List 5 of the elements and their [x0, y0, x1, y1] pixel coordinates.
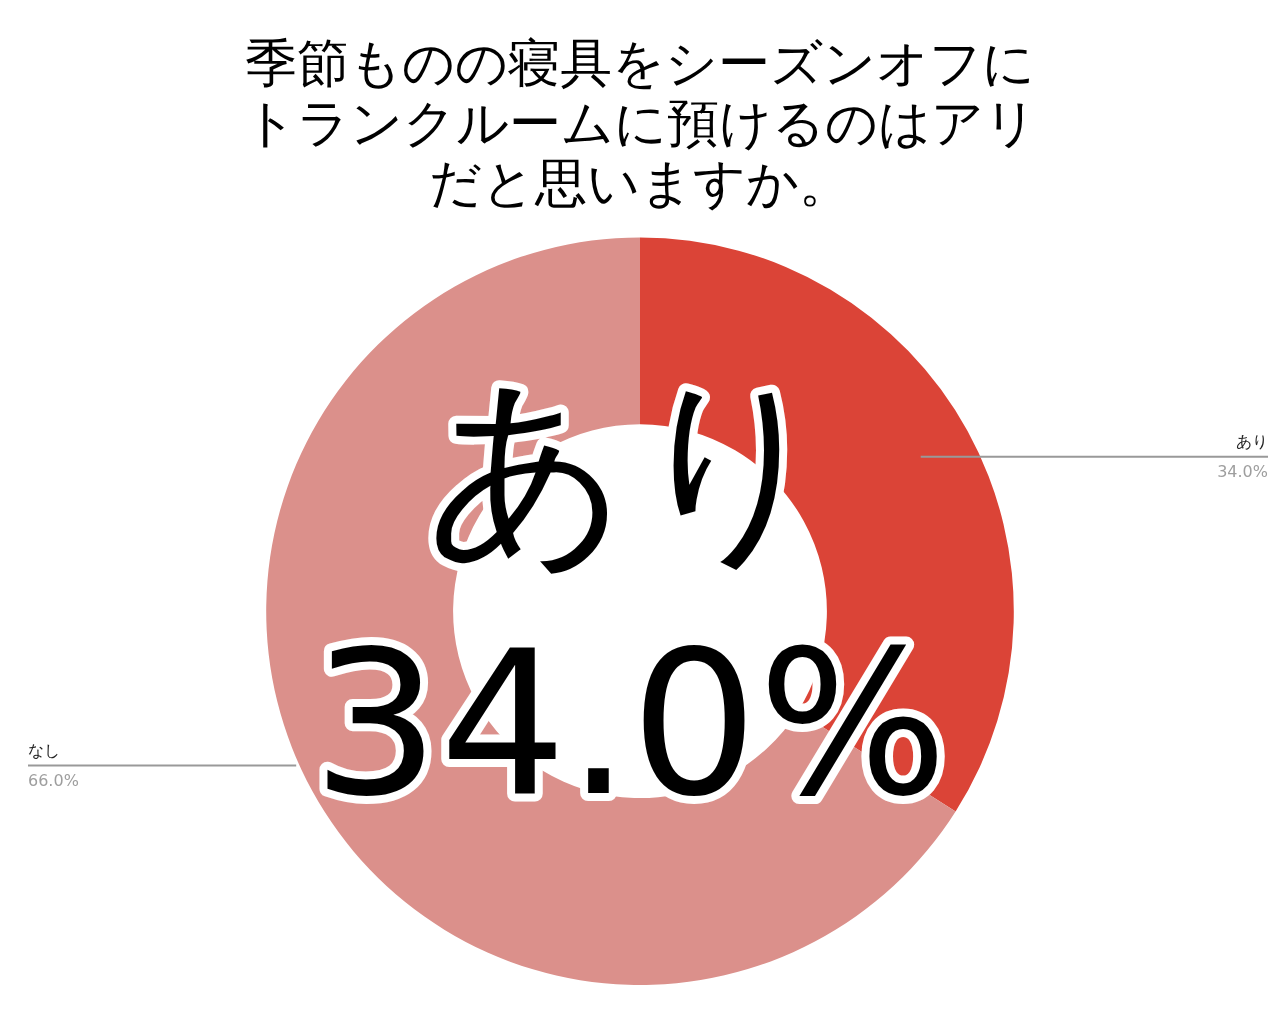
data-label: 34.0% [1217, 462, 1268, 482]
chart-title: 季節ものの寝具をシーズンオフにトランクルームに預けるのはアリだと思いますか。 [243, 33, 1037, 214]
slice-label: なし [28, 740, 60, 760]
slice-label: あり [1236, 432, 1268, 452]
data-label: 66.0% [28, 770, 79, 790]
